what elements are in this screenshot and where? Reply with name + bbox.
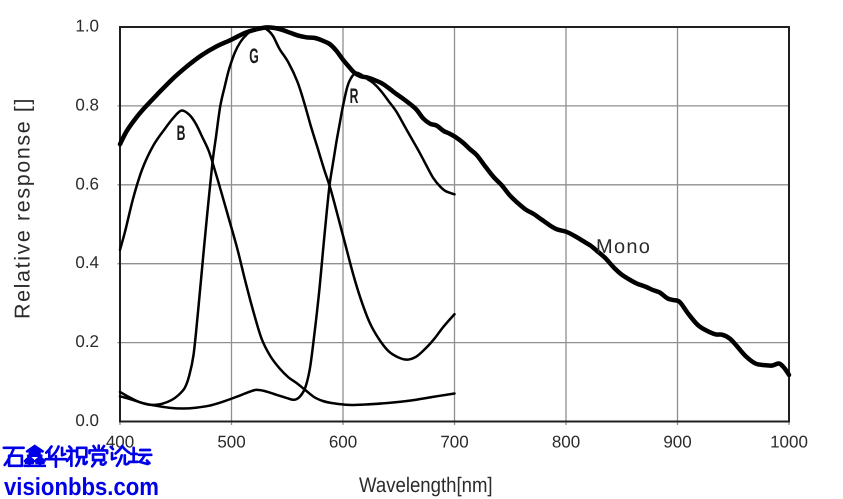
svg-text:Mono: Mono — [596, 236, 651, 258]
svg-text:500: 500 — [217, 433, 245, 452]
svg-text:Wavelength[nm]: Wavelength[nm] — [359, 474, 493, 497]
svg-text:0.6: 0.6 — [75, 174, 99, 193]
svg-text:0.4: 0.4 — [75, 253, 99, 272]
svg-text:G: G — [249, 45, 258, 68]
svg-text:1000: 1000 — [770, 433, 808, 452]
svg-text:700: 700 — [440, 433, 468, 452]
svg-text:Relative response []: Relative response [] — [11, 97, 35, 319]
svg-text:400: 400 — [106, 433, 134, 452]
svg-text:800: 800 — [552, 433, 580, 452]
svg-text:600: 600 — [329, 433, 357, 452]
svg-text:0.2: 0.2 — [75, 332, 99, 351]
svg-text:R: R — [350, 85, 359, 108]
svg-text:visionbbs.com: visionbbs.com — [4, 474, 159, 499]
svg-text:B: B — [177, 122, 186, 145]
svg-text:1.0: 1.0 — [75, 17, 99, 36]
svg-text:0.8: 0.8 — [75, 95, 99, 114]
svg-text:900: 900 — [663, 433, 691, 452]
svg-text:0.0: 0.0 — [75, 411, 99, 430]
